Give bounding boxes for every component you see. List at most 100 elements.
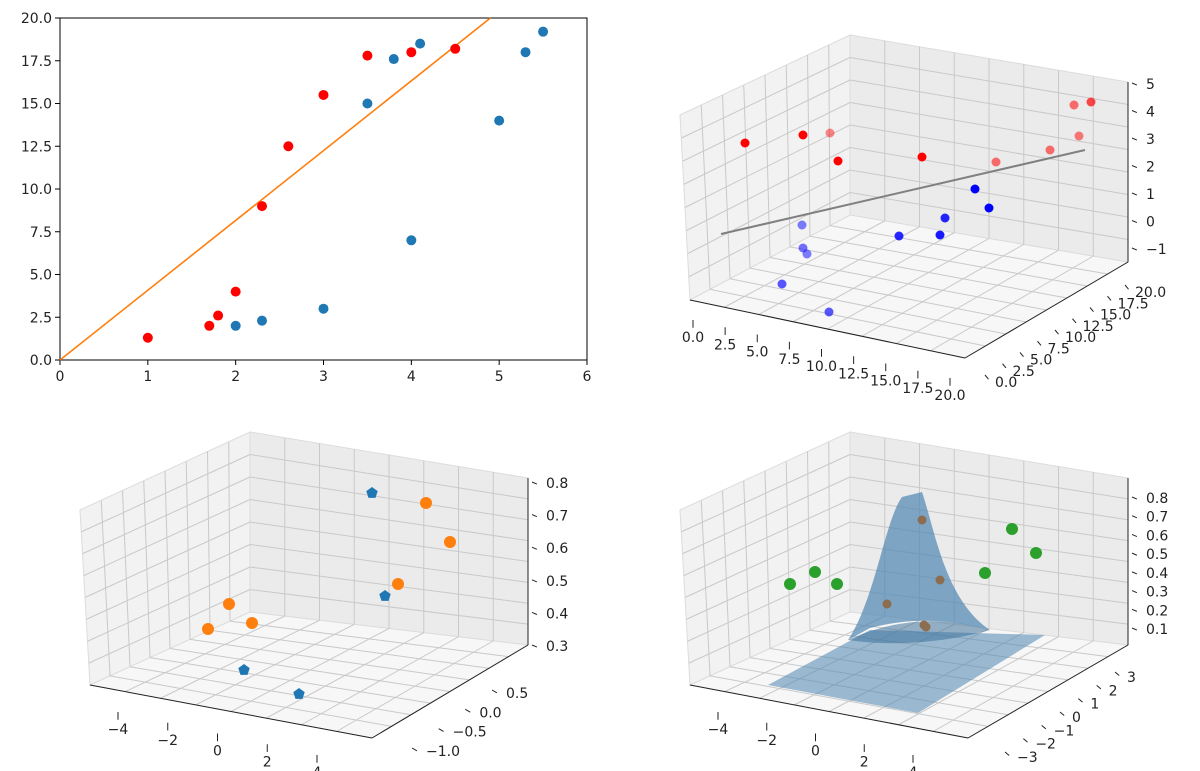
blue-pentagon-point: [366, 487, 378, 498]
y-tick-label-mark: [1004, 751, 1010, 756]
z-tick-label-mark: [1131, 627, 1138, 631]
y-tick-label: 15.0: [1100, 308, 1131, 324]
axis-line: [371, 644, 529, 739]
fit-line-3d: [720, 149, 1086, 235]
floor-grid-line: [189, 638, 470, 681]
floor-grid-line: [861, 243, 1024, 337]
x-tick-label: 2: [263, 754, 272, 770]
blue-point-3d: [797, 220, 807, 230]
red-point: [406, 47, 417, 58]
red-point: [230, 286, 241, 297]
orange-point: [246, 617, 258, 629]
x-tick-label: 12.5: [838, 366, 869, 382]
orange-point: [223, 598, 235, 610]
floor-grid-line: [898, 636, 1059, 726]
y-tick-label: 0.0: [30, 353, 52, 369]
blue-pentagon-point: [238, 664, 250, 675]
z-tick-label-mark: [1131, 110, 1138, 114]
z-tick-label: 0.5: [1146, 547, 1168, 563]
x-tick-label: 10.0: [806, 359, 837, 375]
z-tick-label: 0.2: [1146, 603, 1168, 619]
floor-grid-line: [769, 257, 1047, 311]
y-tick-label-mark: [1124, 284, 1129, 290]
blue-point: [520, 47, 531, 58]
panel-2d-scatter: 0 1 2 3 4 5 6 0.0 2.5 5.0 7.5 10.0 12.5 15.0 17.5 20.0: [21, 11, 592, 385]
y-tick-label-mark: [1059, 711, 1065, 716]
x-tick-label: 2: [860, 754, 869, 770]
x-tick-label: −4: [708, 722, 729, 738]
back-grid-line: [849, 454, 1129, 500]
panel-3d-scatter-top: 0.0 2.5 5.0 7.5 10.0 12.5 15.0 17.5 20.0 0.02.55…: [679, 34, 1167, 404]
y-tick-label: 7.5: [30, 225, 52, 241]
z-tick-label: 0.4: [546, 606, 568, 622]
blue-pentagon-point: [379, 590, 391, 601]
z-tick-label: 0.7: [1146, 510, 1168, 526]
z-tick-label-mark: [531, 514, 538, 518]
z-tick-label-mark: [1131, 247, 1138, 251]
x-tick-label: 7.5: [778, 352, 800, 368]
x-tick-label: 20.0: [934, 388, 965, 404]
blue-point: [318, 303, 329, 314]
x-tick-label: 4: [407, 369, 416, 385]
red-point-3d: [1074, 131, 1084, 141]
y-tick-label-mark: [1072, 318, 1077, 324]
blue-pentagon-point: [293, 688, 305, 699]
green-point: [784, 578, 796, 590]
orange-point: [444, 536, 456, 548]
red-point-3d: [917, 152, 927, 162]
side-grid-line: [682, 79, 851, 162]
green-point: [1030, 547, 1042, 559]
back-grid-line: [849, 79, 1129, 128]
y-tick-label: −1.0: [426, 744, 460, 760]
red-point: [318, 89, 329, 100]
blue-point-3d: [984, 203, 994, 213]
y-tick-label: 20.0: [21, 11, 52, 27]
z-tick-label: 0: [1146, 215, 1155, 231]
side-grid-line: [681, 454, 851, 533]
z-tick-label-mark: [531, 611, 538, 615]
back-grid-line: [249, 499, 529, 542]
z-tick-label: 0.4: [1146, 566, 1168, 582]
side-grid-line: [785, 461, 791, 640]
surface-ridge: [848, 621, 990, 644]
y-tick-label-mark: [491, 689, 498, 694]
green-point: [1006, 523, 1018, 535]
y-tick-label: −0.5: [453, 725, 487, 741]
orange-point: [420, 497, 432, 509]
brown-point: [917, 515, 927, 525]
red-point-3d: [798, 130, 808, 140]
red-point: [142, 332, 153, 343]
side-grid-line: [807, 54, 811, 237]
y-tick-label-mark: [1096, 684, 1102, 690]
floor-grid-line: [229, 620, 509, 658]
z-tick-label: 0.6: [546, 541, 568, 557]
x-tick-label: 5.0: [746, 345, 768, 361]
floor-grid-line: [933, 640, 1094, 732]
z-tick-label: 5: [1146, 77, 1155, 93]
green-point: [831, 578, 843, 590]
x-tick-label: −2: [756, 733, 777, 749]
y-tick-label: 2.5: [1013, 364, 1035, 380]
z-tick-label-mark: [1131, 192, 1138, 196]
back-grid-line: [249, 476, 529, 521]
z-tick-label-mark: [531, 481, 538, 485]
y-tick-label-mark: [1054, 329, 1059, 335]
x-tick-label: 0: [56, 369, 65, 385]
x-tick-label: 2.5: [714, 337, 736, 353]
x-tick-label: 15.0: [870, 374, 901, 390]
red-point: [283, 141, 294, 152]
back-grid-line: [849, 476, 1129, 521]
x-tick-label: 1: [143, 369, 152, 385]
x-tick-label: 17.5: [902, 381, 933, 397]
y-tick-label-mark: [1041, 724, 1047, 730]
floor-grid-line: [169, 648, 451, 692]
z-tick-label: 0.1: [1146, 622, 1168, 638]
z-tick-label: 0.8: [1146, 491, 1168, 507]
z-tick-label-mark: [1131, 608, 1138, 612]
axis-line: [689, 299, 966, 359]
z-tick-label: 0.6: [1146, 528, 1168, 544]
y-tick-label: 12.5: [1083, 319, 1114, 335]
y-tick-label-mark: [1107, 295, 1112, 301]
blue-point-3d: [894, 231, 904, 241]
